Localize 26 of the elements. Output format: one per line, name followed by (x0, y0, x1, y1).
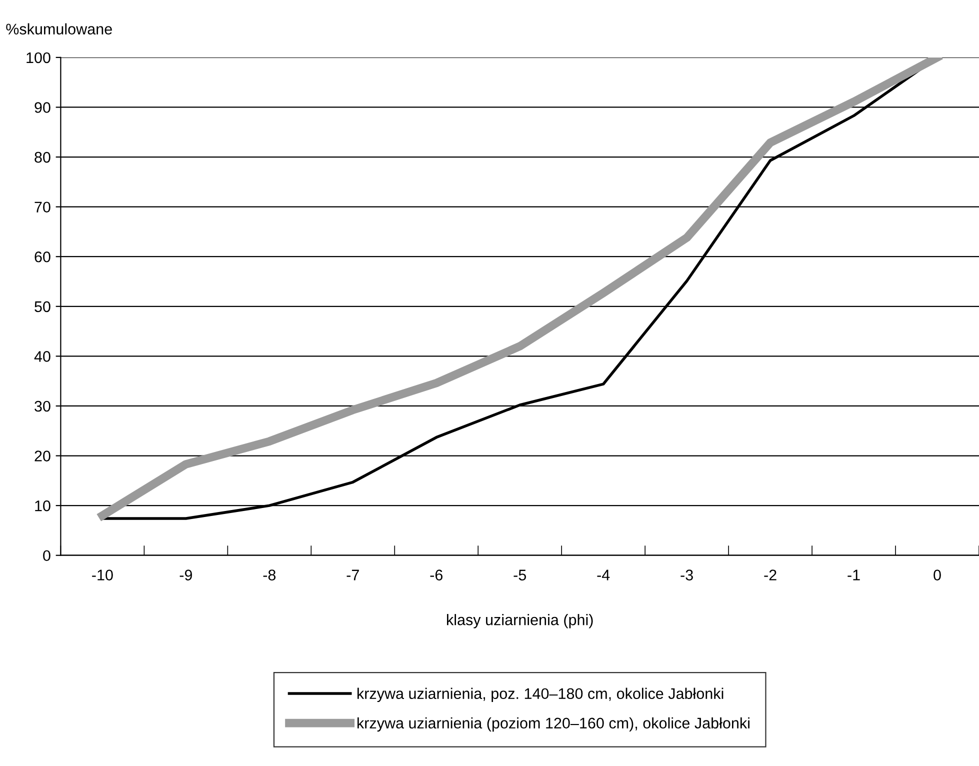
x-tick-label: -6 (430, 570, 442, 580)
y-tick-label: 100 (26, 52, 50, 64)
y-tick-label: 40 (34, 351, 50, 362)
x-tick-label: -2 (764, 570, 776, 580)
y-tick-label: 70 (34, 202, 50, 213)
y-tick-label: 30 (34, 400, 50, 412)
x-tick-label: -4 (597, 570, 610, 580)
y-tick-label: 90 (34, 102, 50, 113)
y-tick-label: 20 (34, 450, 50, 462)
y-tick-label: 60 (34, 251, 50, 262)
x-tick-label: -3 (680, 570, 693, 580)
x-tick-label: 0 (934, 570, 941, 580)
y-tick-label: 10 (35, 500, 50, 512)
y-tick-label: 50 (34, 301, 50, 312)
legend-label: krzywa uziarnienia (poziom 120–160 cm), okolice Jabłonki (357, 717, 750, 732)
y-axis-title: %skumulowane (6, 23, 112, 35)
y-tick-label: 0 (43, 550, 50, 562)
x-tick-label: -9 (180, 570, 192, 580)
x-tick-label: -1 (848, 570, 860, 580)
legend-label: krzywa uziarnienia, poz. 140–180 cm, okolice Jabłonki (357, 688, 724, 702)
x-tick-label: -10 (92, 570, 113, 580)
y-tick-label: 80 (34, 152, 50, 163)
x-axis-title: klasy uziarnienia (phi) (447, 614, 593, 628)
x-tick-label: -7 (346, 570, 359, 580)
x-tick-label: -8 (263, 570, 276, 580)
x-tick-label: -5 (514, 570, 526, 580)
